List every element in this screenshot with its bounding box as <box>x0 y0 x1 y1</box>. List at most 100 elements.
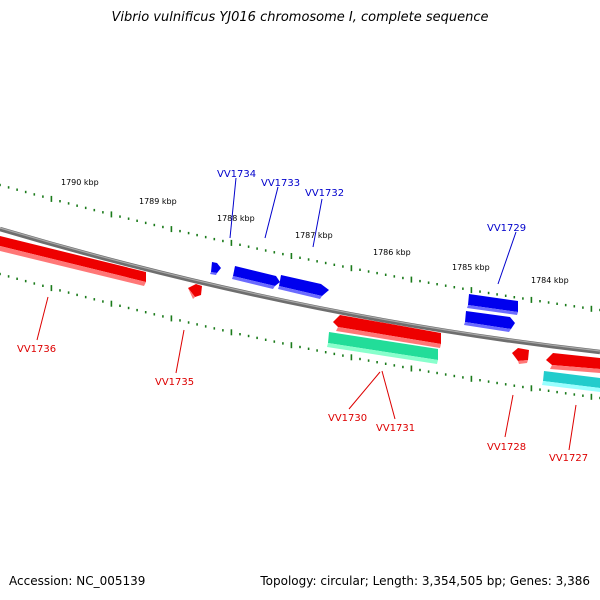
minor-tick <box>547 389 550 392</box>
minor-tick <box>539 300 541 303</box>
minor-tick <box>342 265 344 268</box>
minor-tick <box>376 271 378 275</box>
minor-tick <box>282 252 284 256</box>
major-tick <box>470 287 473 294</box>
minor-tick <box>316 260 318 263</box>
minor-tick <box>196 323 198 326</box>
gene-VV1731[interactable] <box>327 332 438 364</box>
minor-tick <box>307 258 310 261</box>
minor-tick <box>42 284 44 287</box>
minor-tick <box>342 354 344 357</box>
gene-label-VV1728[interactable]: VV1728 <box>487 442 526 453</box>
inner-tick-track <box>0 272 600 400</box>
major-tick <box>530 385 533 392</box>
gene-label-VV1730[interactable]: VV1730 <box>328 413 367 424</box>
scale-label-1789: 1789 kbp <box>139 197 177 206</box>
minor-tick <box>179 319 181 322</box>
minor-tick <box>419 279 421 283</box>
minor-tick <box>76 293 78 297</box>
minor-tick <box>384 362 387 365</box>
minor-tick <box>582 306 584 309</box>
gene-VV1734[interactable] <box>210 262 221 275</box>
gene-label-VV1736[interactable]: VV1736 <box>17 344 56 355</box>
gene-label-VV1732[interactable]: VV1732 <box>305 188 344 199</box>
minor-tick <box>256 247 258 250</box>
minor-tick <box>367 270 370 273</box>
gene-label-VV1731[interactable]: VV1731 <box>376 423 415 434</box>
minor-tick <box>16 277 18 280</box>
minor-tick <box>187 231 190 235</box>
major-tick <box>410 276 413 283</box>
major-tick <box>170 315 173 322</box>
minor-tick <box>93 208 96 212</box>
minor-tick <box>179 229 181 233</box>
gene-VV1733[interactable] <box>232 266 280 289</box>
minor-tick <box>0 272 1 276</box>
minor-tick <box>522 385 524 389</box>
minor-tick <box>7 186 10 189</box>
gene-label-VV1727[interactable]: VV1727 <box>549 453 588 464</box>
minor-tick <box>573 393 576 396</box>
minor-tick <box>119 304 121 307</box>
chromosome-backbone-highlight <box>0 227 600 352</box>
gene-VV1729-a[interactable] <box>467 294 518 315</box>
minor-tick <box>582 394 584 397</box>
minor-tick <box>239 333 241 336</box>
gene-VV1730[interactable] <box>333 315 441 348</box>
minor-tick <box>213 237 216 241</box>
minor-tick <box>333 352 336 356</box>
gene-VV1728[interactable] <box>512 348 529 364</box>
minor-tick <box>427 370 430 373</box>
minor-tick <box>539 388 541 391</box>
gene-VV1727[interactable] <box>542 371 600 392</box>
gene-VV1729-b[interactable] <box>464 311 515 332</box>
topology-summary: Topology: circular; Length: 3,354,505 bp… <box>260 574 590 588</box>
gene-VV1736[interactable] <box>0 236 146 286</box>
major-tick <box>50 195 53 202</box>
gene-VV1735[interactable] <box>188 284 202 299</box>
accession-text: Accession: NC_005139 <box>9 574 146 588</box>
minor-tick <box>153 313 156 316</box>
minor-tick <box>564 303 567 307</box>
minor-tick <box>564 392 567 395</box>
major-tick <box>290 253 293 259</box>
gene-VV1727-red[interactable] <box>546 353 600 373</box>
major-tick <box>590 393 593 400</box>
major-tick <box>50 285 53 292</box>
minor-tick <box>222 239 224 243</box>
minor-tick <box>24 190 27 194</box>
minor-tick <box>419 368 421 372</box>
minor-tick <box>547 301 550 304</box>
minor-tick <box>462 376 464 379</box>
minor-tick <box>33 193 36 196</box>
major-tick <box>110 211 113 218</box>
minor-tick <box>479 379 481 382</box>
minor-tick <box>213 327 216 330</box>
minor-tick <box>427 281 430 284</box>
minor-tick <box>273 251 276 254</box>
minor-tick <box>299 256 301 259</box>
minor-tick <box>402 276 404 280</box>
gene-label-VV1733[interactable]: VV1733 <box>261 178 300 189</box>
minor-tick <box>453 374 456 378</box>
scale-label-1790: 1790 kbp <box>61 178 99 187</box>
minor-tick <box>384 273 387 276</box>
minor-tick <box>144 311 147 314</box>
minor-tick <box>84 295 87 299</box>
minor-tick <box>282 342 284 345</box>
minor-tick <box>67 291 70 294</box>
major-tick <box>410 365 413 372</box>
gene-label-VV1735[interactable]: VV1735 <box>155 377 194 388</box>
gene-VV1732[interactable] <box>278 275 329 299</box>
minor-tick <box>496 293 498 296</box>
gene-label-VV1734[interactable]: VV1734 <box>217 169 256 180</box>
minor-tick <box>7 275 10 278</box>
scale-label-1784: 1784 kbp <box>531 276 569 285</box>
minor-tick <box>444 373 447 376</box>
minor-tick <box>196 233 198 237</box>
gene-label-VV1729[interactable]: VV1729 <box>487 223 526 234</box>
major-tick <box>350 354 353 361</box>
major-tick <box>230 239 233 246</box>
minor-tick <box>573 305 576 308</box>
